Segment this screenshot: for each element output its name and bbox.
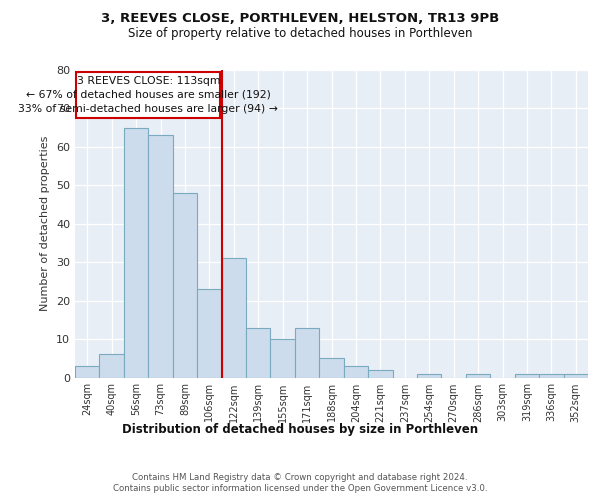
Y-axis label: Number of detached properties: Number of detached properties (40, 136, 50, 312)
Bar (417, 374, 442, 378)
Bar (75, 366, 100, 378)
Text: Contains public sector information licensed under the Open Government Licence v3: Contains public sector information licen… (113, 484, 487, 493)
Bar (539, 374, 563, 378)
Bar (368, 370, 392, 378)
Text: Contains HM Land Registry data © Crown copyright and database right 2024.: Contains HM Land Registry data © Crown c… (132, 472, 468, 482)
Bar (221, 258, 246, 378)
Text: 3, REEVES CLOSE, PORTHLEVEN, HELSTON, TR13 9PB: 3, REEVES CLOSE, PORTHLEVEN, HELSTON, TR… (101, 12, 499, 26)
Bar (319, 358, 344, 378)
Text: Distribution of detached houses by size in Porthleven: Distribution of detached houses by size … (122, 422, 478, 436)
Bar (100, 354, 124, 378)
Bar (344, 366, 368, 378)
Bar (466, 374, 490, 378)
FancyBboxPatch shape (76, 72, 220, 118)
Bar (246, 328, 271, 378)
Bar (148, 136, 173, 378)
Bar (563, 374, 588, 378)
Bar (124, 128, 148, 378)
Bar (271, 339, 295, 378)
Bar (197, 289, 221, 378)
Bar (515, 374, 539, 378)
Text: 3 REEVES CLOSE: 113sqm
← 67% of detached houses are smaller (192)
33% of semi-de: 3 REEVES CLOSE: 113sqm ← 67% of detached… (19, 76, 278, 114)
Bar (173, 193, 197, 378)
Text: Size of property relative to detached houses in Porthleven: Size of property relative to detached ho… (128, 28, 472, 40)
Bar (295, 328, 319, 378)
